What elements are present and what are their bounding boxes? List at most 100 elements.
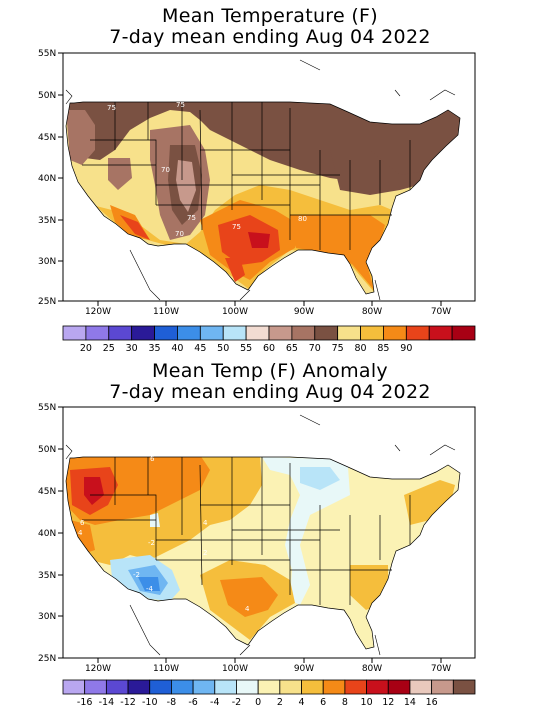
colorbar-swatch bbox=[405, 325, 430, 341]
colorbar-label: -8 bbox=[167, 697, 176, 708]
contour-label: 75 bbox=[107, 104, 116, 112]
colorbar-label: -6 bbox=[188, 697, 197, 708]
anomaly-lat-labels: 55N 50N 45N 40N 35N 30N 25N bbox=[38, 403, 56, 664]
colorbar-swatch bbox=[257, 679, 281, 695]
colorbar-label: 2 bbox=[277, 697, 283, 708]
state-boundaries bbox=[65, 101, 461, 295]
lat-label: 35N bbox=[38, 216, 56, 226]
colorbar-swatch bbox=[199, 325, 224, 341]
colorbar-label: 85 bbox=[377, 343, 389, 354]
lon-label: 100W bbox=[222, 307, 248, 317]
colorbar-swatch bbox=[62, 679, 86, 695]
colorbar-swatch bbox=[301, 679, 324, 695]
lat-label: 40N bbox=[38, 529, 56, 539]
colorbar-swatch bbox=[344, 679, 367, 695]
colorbar-swatch bbox=[108, 325, 133, 341]
temperature-map: 75 75 70 75 70 80 75 55N 50N 45N 40N 35N… bbox=[38, 49, 476, 354]
axis-ticks bbox=[58, 52, 442, 306]
lat-label: 35N bbox=[38, 571, 56, 581]
colorbar-swatch bbox=[85, 325, 110, 341]
colorbar-swatch bbox=[177, 325, 201, 341]
lat-label: 45N bbox=[38, 487, 56, 497]
colorbar-swatch bbox=[366, 679, 389, 695]
colorbar-swatch bbox=[84, 679, 107, 695]
colorbar-label: 70 bbox=[309, 343, 321, 354]
map-title-line1: Mean Temperature (F) bbox=[162, 5, 378, 27]
lat-label: 30N bbox=[38, 612, 56, 622]
contour-label: 4 bbox=[245, 605, 250, 613]
lon-label: 120W bbox=[85, 664, 111, 674]
colorbar-swatch bbox=[314, 325, 339, 341]
colorbar-label: -16 bbox=[77, 697, 93, 708]
colorbar-label: 25 bbox=[103, 343, 115, 354]
lat-label: 25N bbox=[38, 297, 56, 307]
colorbar-label: -4 bbox=[210, 697, 219, 708]
colorbar-swatch bbox=[214, 679, 237, 695]
colorbar-swatch bbox=[149, 679, 172, 695]
lon-label: 70W bbox=[431, 664, 451, 674]
lat-label: 50N bbox=[38, 91, 56, 101]
contour-label: 80 bbox=[298, 215, 307, 223]
colorbar-label: -12 bbox=[120, 697, 136, 708]
lon-label: 110W bbox=[153, 307, 179, 317]
colorbar-swatch bbox=[452, 679, 476, 695]
colorbar-label: 75 bbox=[332, 343, 344, 354]
anomaly-map-title-line2: 7-day mean ending Aug 04 2022 bbox=[109, 381, 431, 403]
colorbar-swatch bbox=[171, 679, 194, 695]
lon-label: 90W bbox=[294, 664, 314, 674]
contour-label: 75 bbox=[187, 214, 196, 222]
colorbar-label: 6 bbox=[320, 697, 326, 708]
colorbar-label: 90 bbox=[400, 343, 412, 354]
contour-label: 75 bbox=[232, 223, 241, 231]
anomaly-contour-labels: 6 6 4 2 4 -2 -2 -4 4 bbox=[78, 455, 250, 613]
lat-label: 55N bbox=[38, 49, 56, 59]
colorbar-label: 35 bbox=[149, 343, 161, 354]
contour-label: 2 bbox=[203, 549, 207, 557]
contour-label: 6 bbox=[80, 519, 85, 527]
colorbar-swatch bbox=[222, 325, 247, 341]
colorbar-swatch bbox=[279, 679, 302, 695]
colorbar-swatch bbox=[105, 679, 129, 695]
lat-label: 25N bbox=[38, 654, 56, 664]
colorbar-swatch bbox=[268, 325, 293, 341]
lon-label: 120W bbox=[85, 307, 111, 317]
colorbar-swatch bbox=[127, 679, 151, 695]
anomaly-coastline-outside bbox=[65, 414, 456, 656]
lon-labels: 120W 110W 100W 90W 80W 70W bbox=[85, 307, 451, 317]
colorbar-label: 50 bbox=[217, 343, 229, 354]
map-title-line2: 7-day mean ending Aug 04 2022 bbox=[109, 26, 431, 48]
colorbar-label: 40 bbox=[171, 343, 183, 354]
contour-label: 70 bbox=[175, 230, 184, 238]
contour-label: 4 bbox=[78, 529, 83, 537]
lon-label: 90W bbox=[294, 307, 314, 317]
colorbar-label: 16 bbox=[426, 697, 438, 708]
contour-label: 4 bbox=[203, 519, 208, 527]
colorbar-swatch bbox=[360, 325, 384, 341]
lon-label: 110W bbox=[153, 664, 179, 674]
colorbar-label: 80 bbox=[355, 343, 367, 354]
contour-label: 75 bbox=[176, 101, 185, 109]
colorbar-label: 45 bbox=[194, 343, 206, 354]
colorbar-label: 8 bbox=[342, 697, 348, 708]
anomaly-map-title-line1: Mean Temp (F) Anomaly bbox=[152, 360, 388, 382]
coastline-outside bbox=[65, 59, 456, 301]
lat-labels: 55N 50N 45N 40N 35N 30N 25N bbox=[38, 49, 56, 307]
anomaly-colorbar: -16 -14 -12 -10 -8 -6 -4 -2 0 2 4 6 8 10 12 14 16 bbox=[62, 679, 476, 708]
lat-label: 45N bbox=[38, 133, 56, 143]
contour-label: 70 bbox=[161, 166, 170, 174]
colorbar-swatch bbox=[245, 325, 270, 341]
lon-label: 100W bbox=[222, 664, 248, 674]
colorbar-label: 14 bbox=[404, 697, 416, 708]
colorbar-label: 55 bbox=[240, 343, 252, 354]
colorbar-swatch bbox=[154, 325, 178, 341]
colorbar-swatch bbox=[131, 325, 155, 341]
colorbar-label: 0 bbox=[255, 697, 261, 708]
colorbar-label: 4 bbox=[299, 697, 305, 708]
colorbar-swatch bbox=[428, 325, 453, 341]
colorbar-swatch bbox=[431, 679, 454, 695]
contour-label: -4 bbox=[146, 585, 154, 593]
colorbar-swatch bbox=[236, 679, 259, 695]
contour-label: -2 bbox=[148, 539, 155, 547]
colorbar-label: -10 bbox=[142, 697, 158, 708]
colorbar-swatch bbox=[337, 325, 361, 341]
